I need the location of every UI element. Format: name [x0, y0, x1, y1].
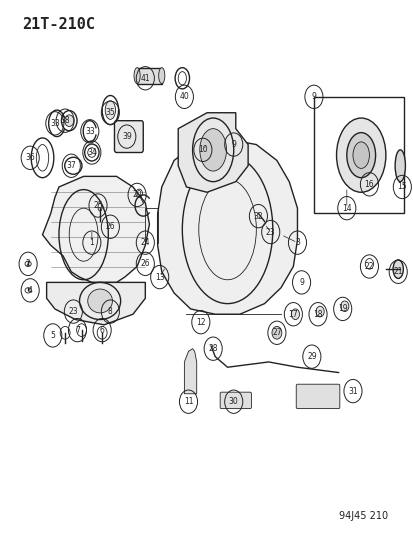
- Text: 37: 37: [66, 161, 76, 170]
- Ellipse shape: [88, 289, 112, 313]
- PathPatch shape: [157, 139, 297, 314]
- Text: 11: 11: [183, 397, 193, 406]
- Ellipse shape: [199, 128, 226, 171]
- FancyBboxPatch shape: [296, 384, 339, 409]
- Text: 27: 27: [271, 328, 281, 337]
- Text: 29: 29: [306, 352, 316, 361]
- Text: 7: 7: [75, 326, 80, 335]
- Text: 3: 3: [294, 238, 299, 247]
- Text: 23: 23: [69, 307, 78, 316]
- Text: 6: 6: [100, 326, 104, 335]
- Bar: [313, 97, 404, 214]
- Text: 9: 9: [231, 140, 235, 149]
- Text: 35: 35: [105, 108, 115, 117]
- Text: 41: 41: [140, 74, 150, 83]
- Text: 38: 38: [60, 116, 70, 125]
- Text: 15: 15: [396, 182, 406, 191]
- Text: 14: 14: [341, 204, 351, 213]
- Circle shape: [315, 306, 323, 317]
- Ellipse shape: [336, 118, 385, 192]
- Circle shape: [340, 301, 348, 312]
- PathPatch shape: [178, 113, 247, 192]
- Text: 9: 9: [299, 278, 303, 287]
- Ellipse shape: [105, 101, 115, 119]
- Text: 20: 20: [132, 190, 142, 199]
- Ellipse shape: [158, 68, 164, 84]
- Text: 18: 18: [313, 310, 322, 319]
- Text: 13: 13: [154, 272, 164, 281]
- FancyBboxPatch shape: [220, 392, 251, 409]
- Text: 34: 34: [87, 148, 97, 157]
- Ellipse shape: [392, 260, 402, 278]
- Text: 24: 24: [140, 238, 150, 247]
- Text: 25: 25: [93, 201, 102, 210]
- Ellipse shape: [134, 68, 140, 84]
- Text: 16: 16: [364, 180, 373, 189]
- Text: 40: 40: [179, 92, 189, 101]
- Text: 17: 17: [288, 310, 297, 319]
- Text: 12: 12: [196, 318, 205, 327]
- Ellipse shape: [64, 115, 74, 126]
- Ellipse shape: [352, 142, 368, 168]
- PathPatch shape: [43, 176, 149, 282]
- Text: 36: 36: [25, 154, 35, 163]
- Text: 39: 39: [122, 132, 131, 141]
- Circle shape: [271, 326, 281, 339]
- Text: 4: 4: [28, 286, 33, 295]
- Text: 33: 33: [50, 119, 59, 128]
- Text: 1: 1: [89, 238, 94, 247]
- PathPatch shape: [184, 349, 196, 394]
- Text: 94J45 210: 94J45 210: [338, 511, 387, 521]
- Text: 26: 26: [140, 260, 150, 268]
- Text: 8: 8: [108, 307, 112, 316]
- FancyBboxPatch shape: [114, 120, 143, 152]
- Text: 30: 30: [228, 397, 238, 406]
- Text: 22: 22: [364, 262, 373, 271]
- Circle shape: [291, 309, 299, 319]
- Text: 21T-210C: 21T-210C: [22, 17, 95, 33]
- Text: 5: 5: [50, 331, 55, 340]
- Text: 9: 9: [311, 92, 316, 101]
- Text: 19: 19: [337, 304, 347, 313]
- Text: 21: 21: [392, 268, 402, 276]
- Text: 10: 10: [197, 146, 207, 155]
- Ellipse shape: [346, 133, 375, 177]
- Text: 23: 23: [265, 228, 275, 237]
- Text: 26: 26: [105, 222, 115, 231]
- Text: 33: 33: [85, 127, 95, 136]
- Text: 28: 28: [208, 344, 217, 353]
- Text: 31: 31: [347, 386, 357, 395]
- Text: 32: 32: [253, 212, 263, 221]
- PathPatch shape: [47, 282, 145, 325]
- Text: 2: 2: [26, 260, 31, 268]
- PathPatch shape: [137, 68, 161, 84]
- Ellipse shape: [394, 150, 404, 182]
